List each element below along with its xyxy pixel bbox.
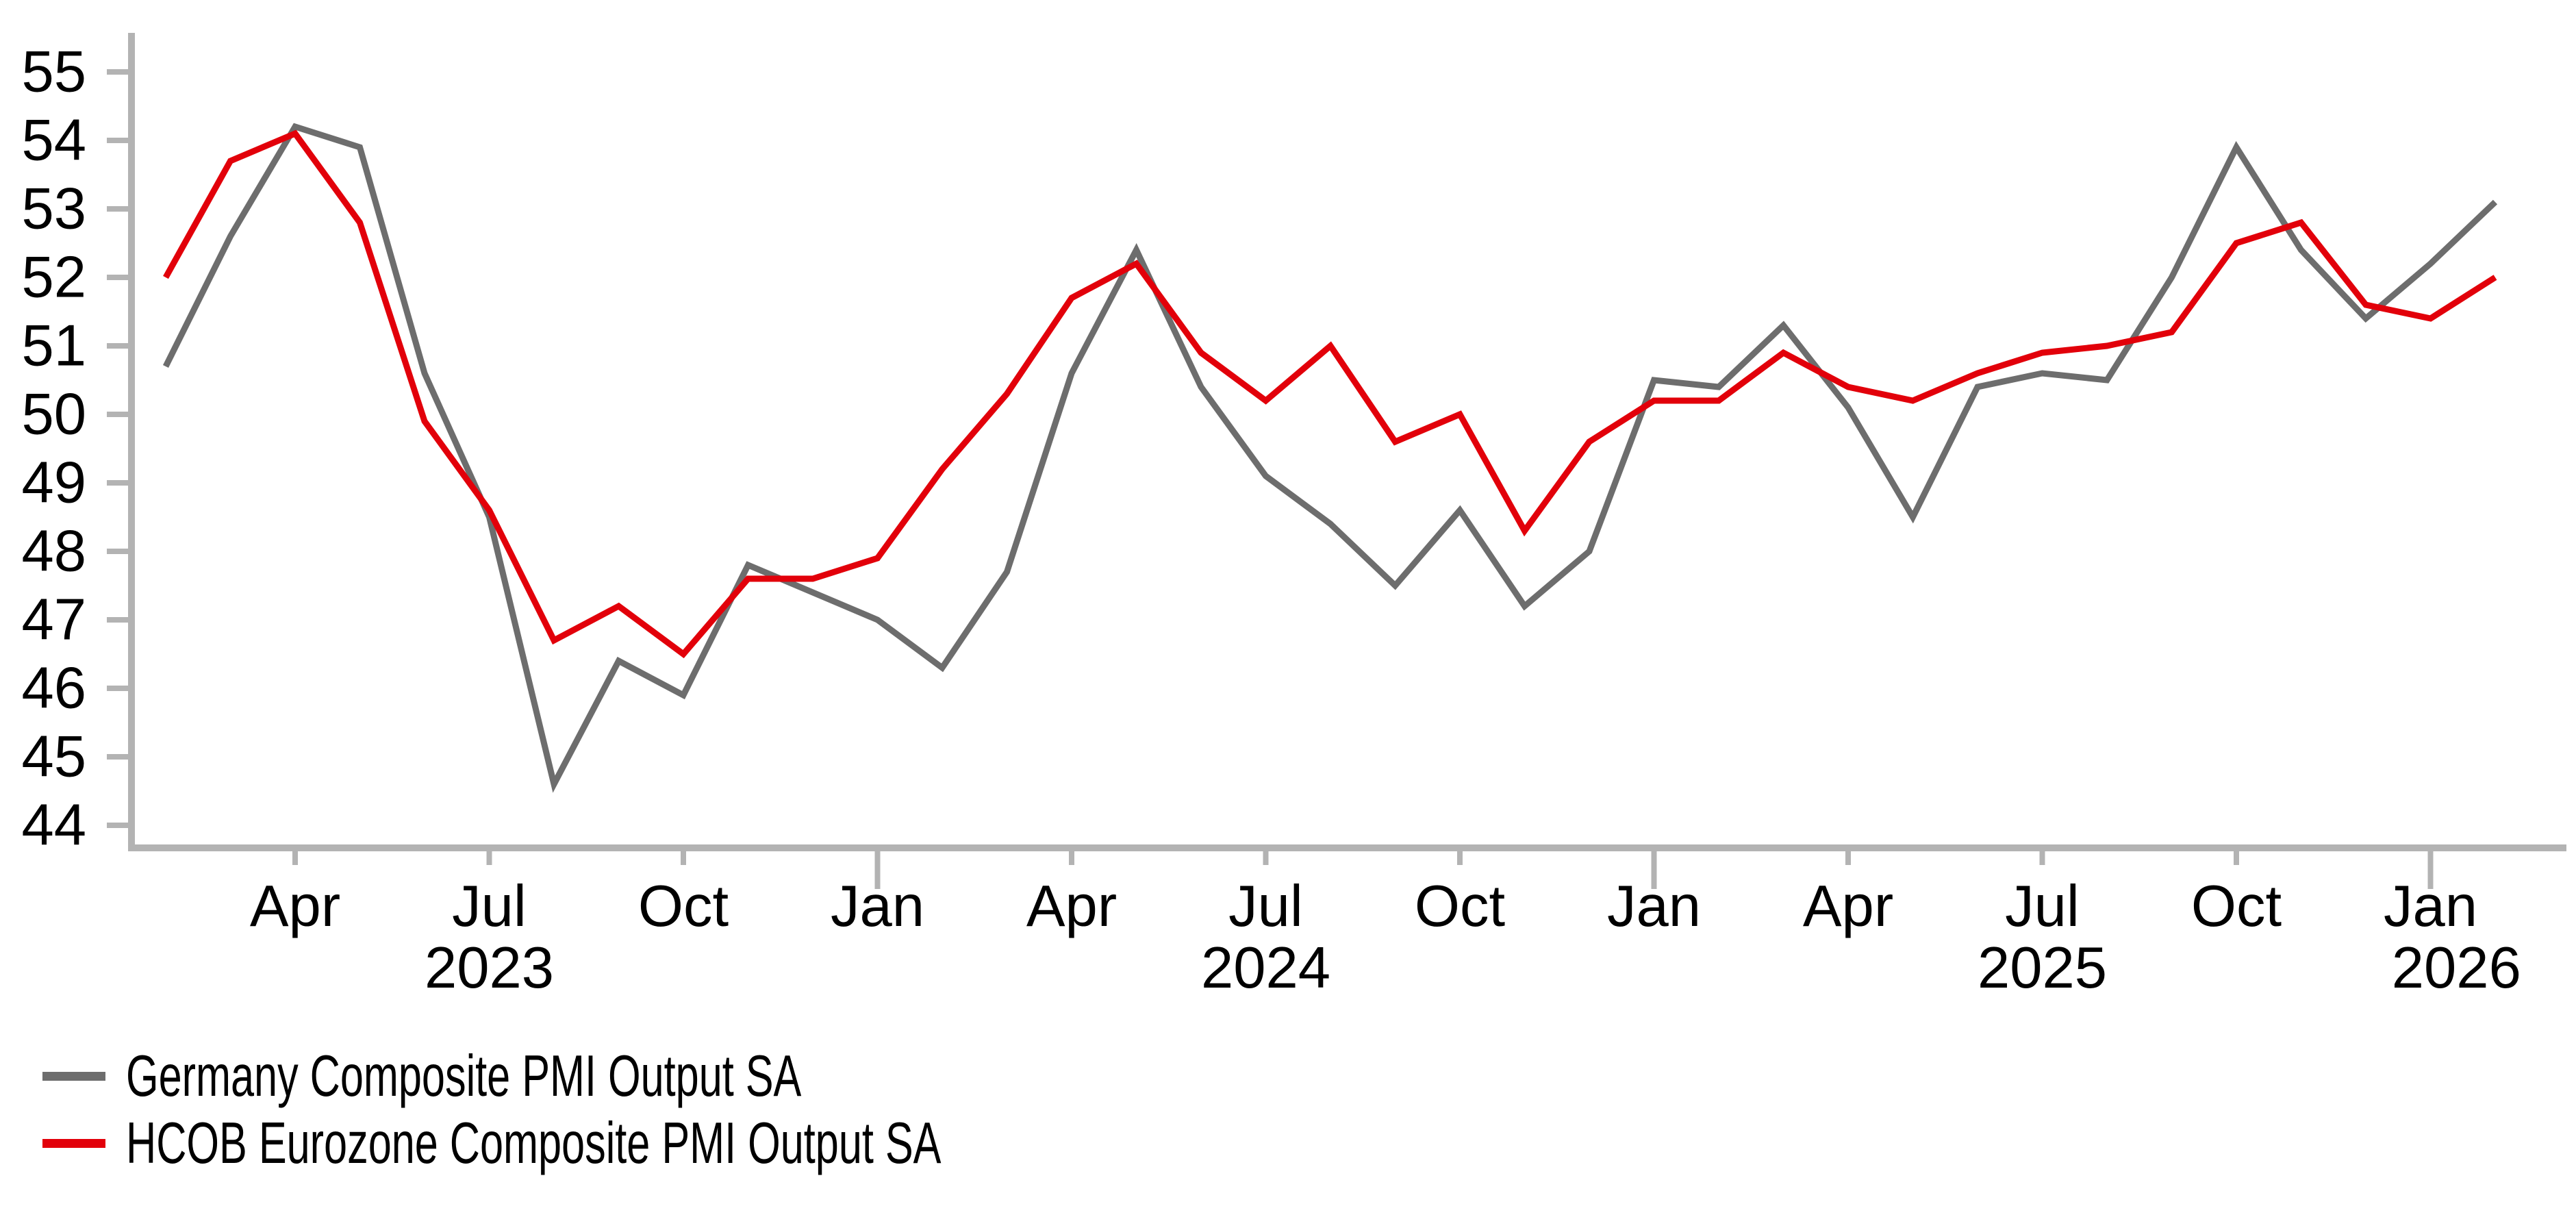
legend-item-eurozone: HCOB Eurozone Composite PMI Output SA [42, 1110, 1258, 1177]
x-tick-label: Oct [638, 874, 729, 939]
legend: Germany Composite PMI Output SA HCOB Eur… [42, 1042, 1258, 1177]
y-tick-label: 51 [21, 314, 86, 379]
germany-line-swatch [42, 1071, 105, 1081]
eurozone-line-swatch [42, 1138, 105, 1148]
y-tick-label: 46 [21, 656, 86, 721]
year-label: 2024 [1201, 936, 1330, 1001]
x-tick-label: Jul [2005, 874, 2080, 939]
y-tick-label: 54 [21, 108, 86, 173]
x-tick-label: Apr [250, 874, 340, 939]
y-tick-label: 49 [21, 451, 86, 516]
x-tick-label: Jan [1607, 874, 1701, 939]
x-tick-label: Jul [1228, 874, 1303, 939]
y-tick-label: 44 [21, 793, 86, 858]
x-tick-label: Jan [2384, 874, 2477, 939]
series-line-eurozone [163, 129, 2497, 659]
year-label: 2023 [425, 936, 554, 1001]
legend-item-germany: Germany Composite PMI Output SA [42, 1042, 1258, 1110]
y-tick-label: 48 [21, 519, 86, 584]
y-tick-label: 53 [21, 177, 86, 242]
y-tick-label: 52 [21, 245, 86, 310]
y-tick-label: 55 [21, 40, 86, 105]
year-label: 2025 [1978, 936, 2107, 1001]
y-tick-label: 47 [21, 588, 86, 653]
legend-label-germany: Germany Composite PMI Output SA [126, 1043, 802, 1109]
y-tick-label: 45 [21, 725, 86, 790]
x-tick-label: Apr [1803, 874, 1893, 939]
x-tick-label: Jan [831, 874, 924, 939]
x-tick-label: Apr [1026, 874, 1117, 939]
series-line-germany [162, 123, 2498, 793]
x-tick-label: Oct [1415, 874, 1505, 939]
x-tick-label: Jul [452, 874, 527, 939]
y-tick-label: 50 [21, 382, 86, 447]
x-tick-label: Oct [2191, 874, 2282, 939]
year-label: 2026 [2392, 936, 2521, 1001]
legend-label-eurozone: HCOB Eurozone Composite PMI Output SA [126, 1110, 942, 1176]
